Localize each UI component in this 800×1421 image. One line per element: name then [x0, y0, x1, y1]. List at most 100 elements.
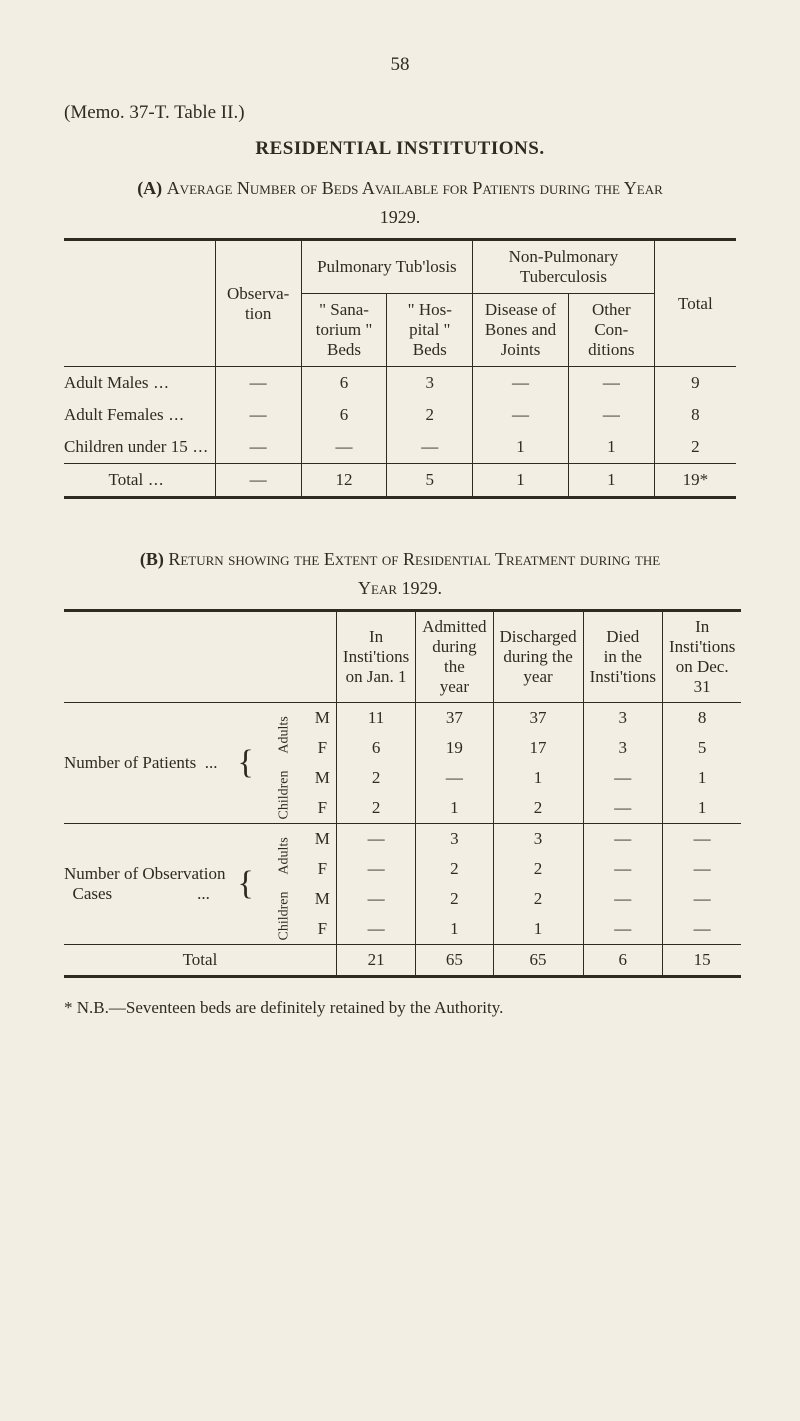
- tableB-g1-r2-sex: M: [309, 884, 337, 914]
- tableB-g0-r1-c4: 5: [662, 733, 741, 763]
- tableA-hdr-sana: " Sana- torium " Beds: [301, 294, 387, 367]
- tableA-caption: (A) Average Number of Beds Available for…: [64, 178, 736, 199]
- tableA-row0-label: Adult Males: [64, 367, 215, 400]
- tableA-r1-oth: —: [568, 399, 654, 431]
- tableB: In Insti'tions on Jan. 1 Admitted during…: [64, 609, 741, 978]
- tableB-g1-r1-c1: 2: [416, 854, 493, 884]
- tableA-row2-label: Children under 15: [64, 431, 215, 464]
- tableB-g1-r1-c0: —: [336, 854, 415, 884]
- tableB-g0-r2-c4: 1: [662, 763, 741, 793]
- tableA-total-label-text: Total: [109, 470, 165, 489]
- tableB-g0-r2-c3: —: [583, 763, 662, 793]
- tableB-col1: Admitted during the year: [416, 611, 493, 703]
- section-title: RESIDENTIAL INSTITUTIONS.: [64, 138, 736, 160]
- page-number: 58: [64, 54, 736, 76]
- tableB-g0-r1-c1: 19: [416, 733, 493, 763]
- tableB-g0-label: Number of Patients ...: [64, 703, 231, 824]
- tableA-r2-dis: 1: [473, 431, 569, 464]
- tableA: Observa- tion Pulmonary Tub'losis Non-Pu…: [64, 238, 736, 499]
- tableB-g1-r2-c4: —: [662, 884, 741, 914]
- tableB-caption-prefix: (B): [140, 549, 169, 569]
- tableA-total-tot: 19*: [654, 464, 736, 498]
- tableA-r0-sana: 6: [301, 367, 387, 400]
- tableB-col2: Discharged during the year: [493, 611, 583, 703]
- tableB-g1-r3-c0: —: [336, 914, 415, 945]
- tableB-g1-label: Number of Observation Cases ...: [64, 824, 231, 945]
- tableB-g0-r3-c1: 1: [416, 793, 493, 824]
- tableA-total-oth: 1: [568, 464, 654, 498]
- tableB-g1-r0-c2: 3: [493, 824, 583, 855]
- tableA-blank: [64, 240, 215, 367]
- tableB-blank: [64, 611, 336, 703]
- tableA-r1-tot: 8: [654, 399, 736, 431]
- tableB-col4: In Insti'tions on Dec. 31: [662, 611, 741, 703]
- footnote: * N.B.—Seventeen beds are definitely ret…: [64, 998, 736, 1018]
- tableB-g1-r1-c2: 2: [493, 854, 583, 884]
- tableB-total-c2: 65: [493, 945, 583, 977]
- tableA-total-label: Total: [64, 464, 215, 498]
- tableA-r1-obs: —: [215, 399, 301, 431]
- tableA-r0-oth: —: [568, 367, 654, 400]
- tableA-total-obs: —: [215, 464, 301, 498]
- tableB-caption: (B) Return showing the Extent of Residen…: [64, 549, 736, 570]
- tableA-hdr-pulmonary: Pulmonary Tub'losis: [301, 240, 473, 294]
- tableA-hdr-obs: Observa- tion: [215, 240, 301, 367]
- tableA-hdr-other: Other Con- ditions: [568, 294, 654, 367]
- tableB-g0-r3-c4: 1: [662, 793, 741, 824]
- tableA-caption-prefix: (A): [137, 178, 167, 198]
- tableB-caption-line1: Return showing the Extent of Residential…: [168, 549, 660, 569]
- tableA-r1-dis: —: [473, 399, 569, 431]
- tableA-r1-label-text: Adult Females: [64, 405, 185, 424]
- tableA-r2-label-text: Children under 15: [64, 437, 209, 456]
- tableB-total-c4: 15: [662, 945, 741, 977]
- tableA-hdr-nonpulmonary: Non-Pulmonary Tuberculosis: [473, 240, 655, 294]
- tableA-total-sana: 12: [301, 464, 387, 498]
- tableB-g0-r0-c4: 8: [662, 703, 741, 734]
- tableB-g1-r2-c1: 2: [416, 884, 493, 914]
- tableA-row1-label: Adult Females: [64, 399, 215, 431]
- tableA-r2-tot: 2: [654, 431, 736, 464]
- tableA-r2-hos: —: [387, 431, 473, 464]
- tableB-total-c3: 6: [583, 945, 662, 977]
- tableA-hdr-total: Total: [654, 240, 736, 367]
- tableA-r2-sana: —: [301, 431, 387, 464]
- tableA-r1-sana: 6: [301, 399, 387, 431]
- tableB-g0-r2-c1: —: [416, 763, 493, 793]
- tableB-total-c0: 21: [336, 945, 415, 977]
- tableA-caption-text: Average Number of Beds Available for Pat…: [167, 178, 663, 198]
- tableB-g0-r2-c2: 1: [493, 763, 583, 793]
- tableB-g0-adults: Adults: [260, 703, 309, 764]
- brace-icon: {: [231, 703, 259, 824]
- tableA-r0-tot: 9: [654, 367, 736, 400]
- tableA-caption-year: 1929.: [64, 207, 736, 228]
- tableB-g1-r0-c3: —: [583, 824, 662, 855]
- tableB-g0-r3-sex: F: [309, 793, 337, 824]
- page: 58 (Memo. 37-T. Table II.) RESIDENTIAL I…: [0, 0, 800, 1421]
- tableB-g0-r1-sex: F: [309, 733, 337, 763]
- tableA-r2-oth: 1: [568, 431, 654, 464]
- tableB-caption-line2: Year 1929.: [64, 578, 736, 599]
- tableB-g1-children: Children: [260, 884, 309, 945]
- tableB-g0-r0-c3: 3: [583, 703, 662, 734]
- tableB-g1-r1-c3: —: [583, 854, 662, 884]
- tableB-g1-r3-c2: 1: [493, 914, 583, 945]
- tableA-hdr-disease: Disease of Bones and Joints: [473, 294, 569, 367]
- tableB-total-label: Total: [64, 945, 336, 977]
- tableB-g1-r0-sex: M: [309, 824, 337, 855]
- tableB-g0-r1-c0: 6: [336, 733, 415, 763]
- tableB-g0-children: Children: [260, 763, 309, 824]
- tableB-g1-r0-c1: 3: [416, 824, 493, 855]
- tableB-g1-adults: Adults: [260, 824, 309, 885]
- tableB-col3: Died in the Insti'tions: [583, 611, 662, 703]
- tableA-r1-hos: 2: [387, 399, 473, 431]
- tableA-r0-dis: —: [473, 367, 569, 400]
- tableB-g1-r0-c4: —: [662, 824, 741, 855]
- tableA-total-hos: 5: [387, 464, 473, 498]
- tableB-g0-r2-sex: M: [309, 763, 337, 793]
- tableB-g0-r0-c1: 37: [416, 703, 493, 734]
- tableB-g1-r3-c1: 1: [416, 914, 493, 945]
- tableB-g0-r3-c3: —: [583, 793, 662, 824]
- tableB-g1-r1-sex: F: [309, 854, 337, 884]
- tableB-g0-r3-c0: 2: [336, 793, 415, 824]
- tableA-r0-hos: 3: [387, 367, 473, 400]
